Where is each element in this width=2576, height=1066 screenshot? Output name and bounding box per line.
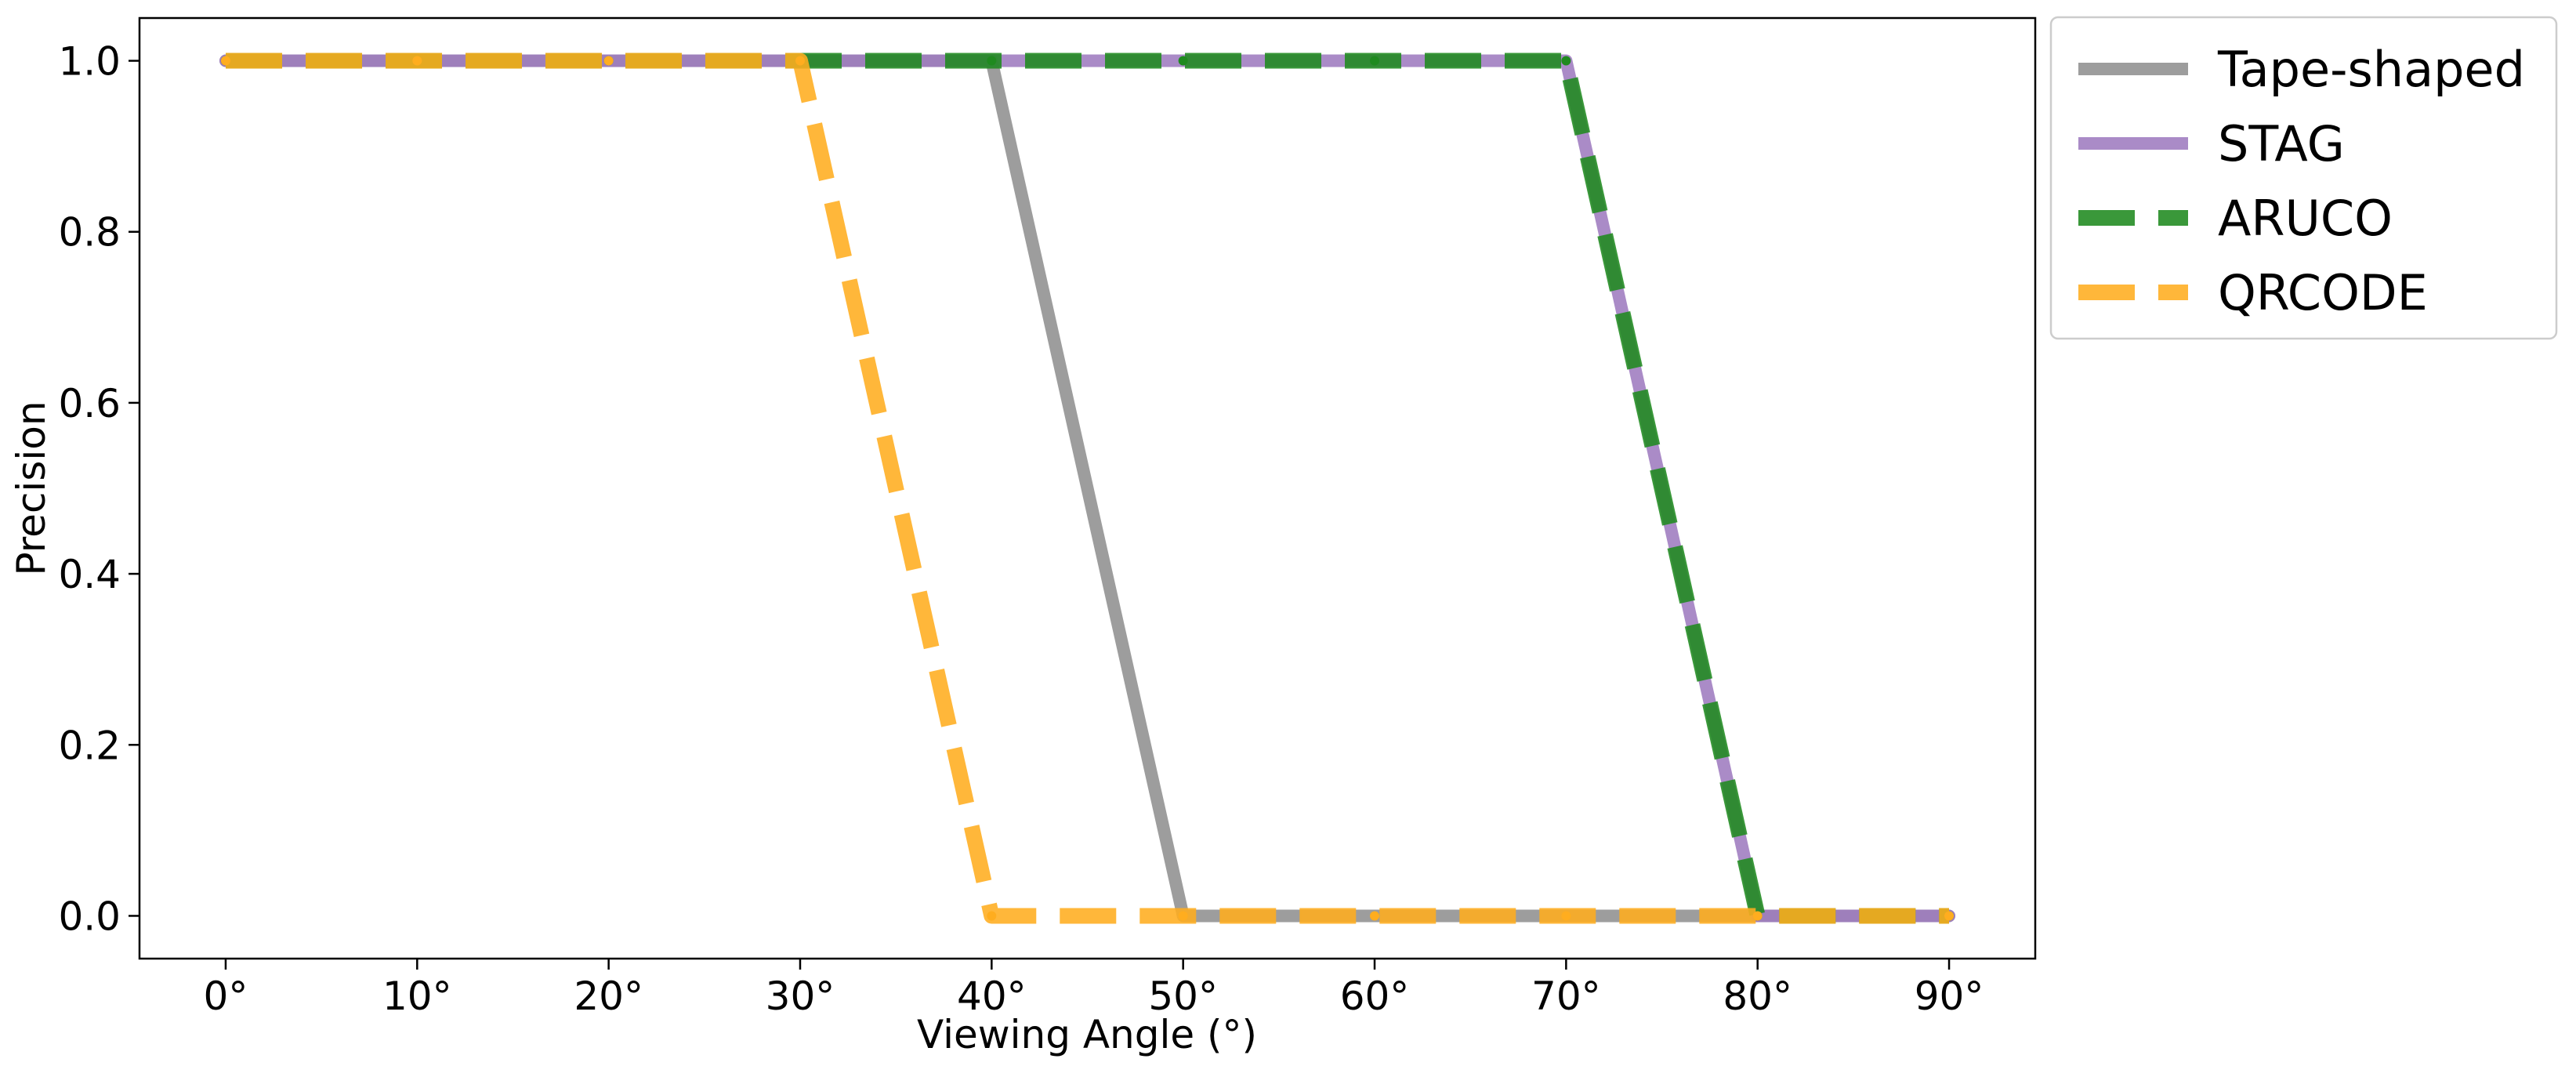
plot-frame: [138, 16, 2037, 960]
legend-label: Tape-shaped: [2217, 41, 2525, 98]
y-tick-label: 0.0: [58, 894, 121, 939]
data-point: [603, 56, 614, 66]
data-point: [1178, 911, 1188, 921]
data-point: [1370, 56, 1380, 66]
legend-frame: [2049, 16, 2558, 340]
data-point: [987, 911, 997, 921]
y-axis-label: Precision: [9, 401, 54, 575]
x-tick-label: 30°: [766, 974, 835, 1019]
data-point: [1752, 911, 1763, 921]
x-axis-label: Viewing Angle (°): [917, 1012, 1257, 1057]
x-tick-label: 10°: [382, 974, 452, 1019]
data-point: [220, 56, 230, 66]
legend-label: STAG: [2218, 115, 2345, 172]
data-point: [412, 56, 422, 66]
series-line-tape-shaped: [219, 54, 1955, 923]
y-tick-label: 1.0: [58, 39, 121, 85]
x-tick-label: 80°: [1723, 974, 1792, 1019]
data-point: [1944, 911, 1955, 921]
data-point: [1370, 911, 1380, 921]
x-tick-label: 60°: [1340, 974, 1410, 1019]
data-point: [1561, 56, 1571, 66]
data-point: [795, 56, 805, 66]
x-tick-label: 70°: [1531, 974, 1601, 1019]
data-point: [1178, 56, 1188, 66]
x-tick-label: 90°: [1915, 974, 1984, 1019]
y-tick-label: 0.6: [58, 381, 121, 426]
x-tick-label: 40°: [957, 974, 1027, 1019]
x-tick-label: 50°: [1148, 974, 1218, 1019]
y-tick-label: 0.4: [58, 552, 121, 597]
legend-label: ARUCO: [2218, 190, 2393, 247]
legend: Tape-shaped STAG ARUCO QRCODE: [2049, 16, 2558, 340]
legend-label: QRCODE: [2218, 264, 2428, 321]
series-lines: [219, 53, 1955, 924]
axis-ticks: 0° 10° 20° 30° 40° 50° 60° 70° 80° 90° 0.0 0.2 0.4 0.…: [58, 39, 1984, 1019]
y-tick-label: 0.2: [58, 723, 121, 768]
series-line-qrcode: [226, 53, 1949, 924]
x-tick-label: 0°: [204, 974, 248, 1019]
data-point: [987, 56, 997, 66]
data-point: [1561, 911, 1571, 921]
x-tick-label: 20°: [574, 974, 643, 1019]
y-tick-label: 0.8: [58, 210, 121, 256]
